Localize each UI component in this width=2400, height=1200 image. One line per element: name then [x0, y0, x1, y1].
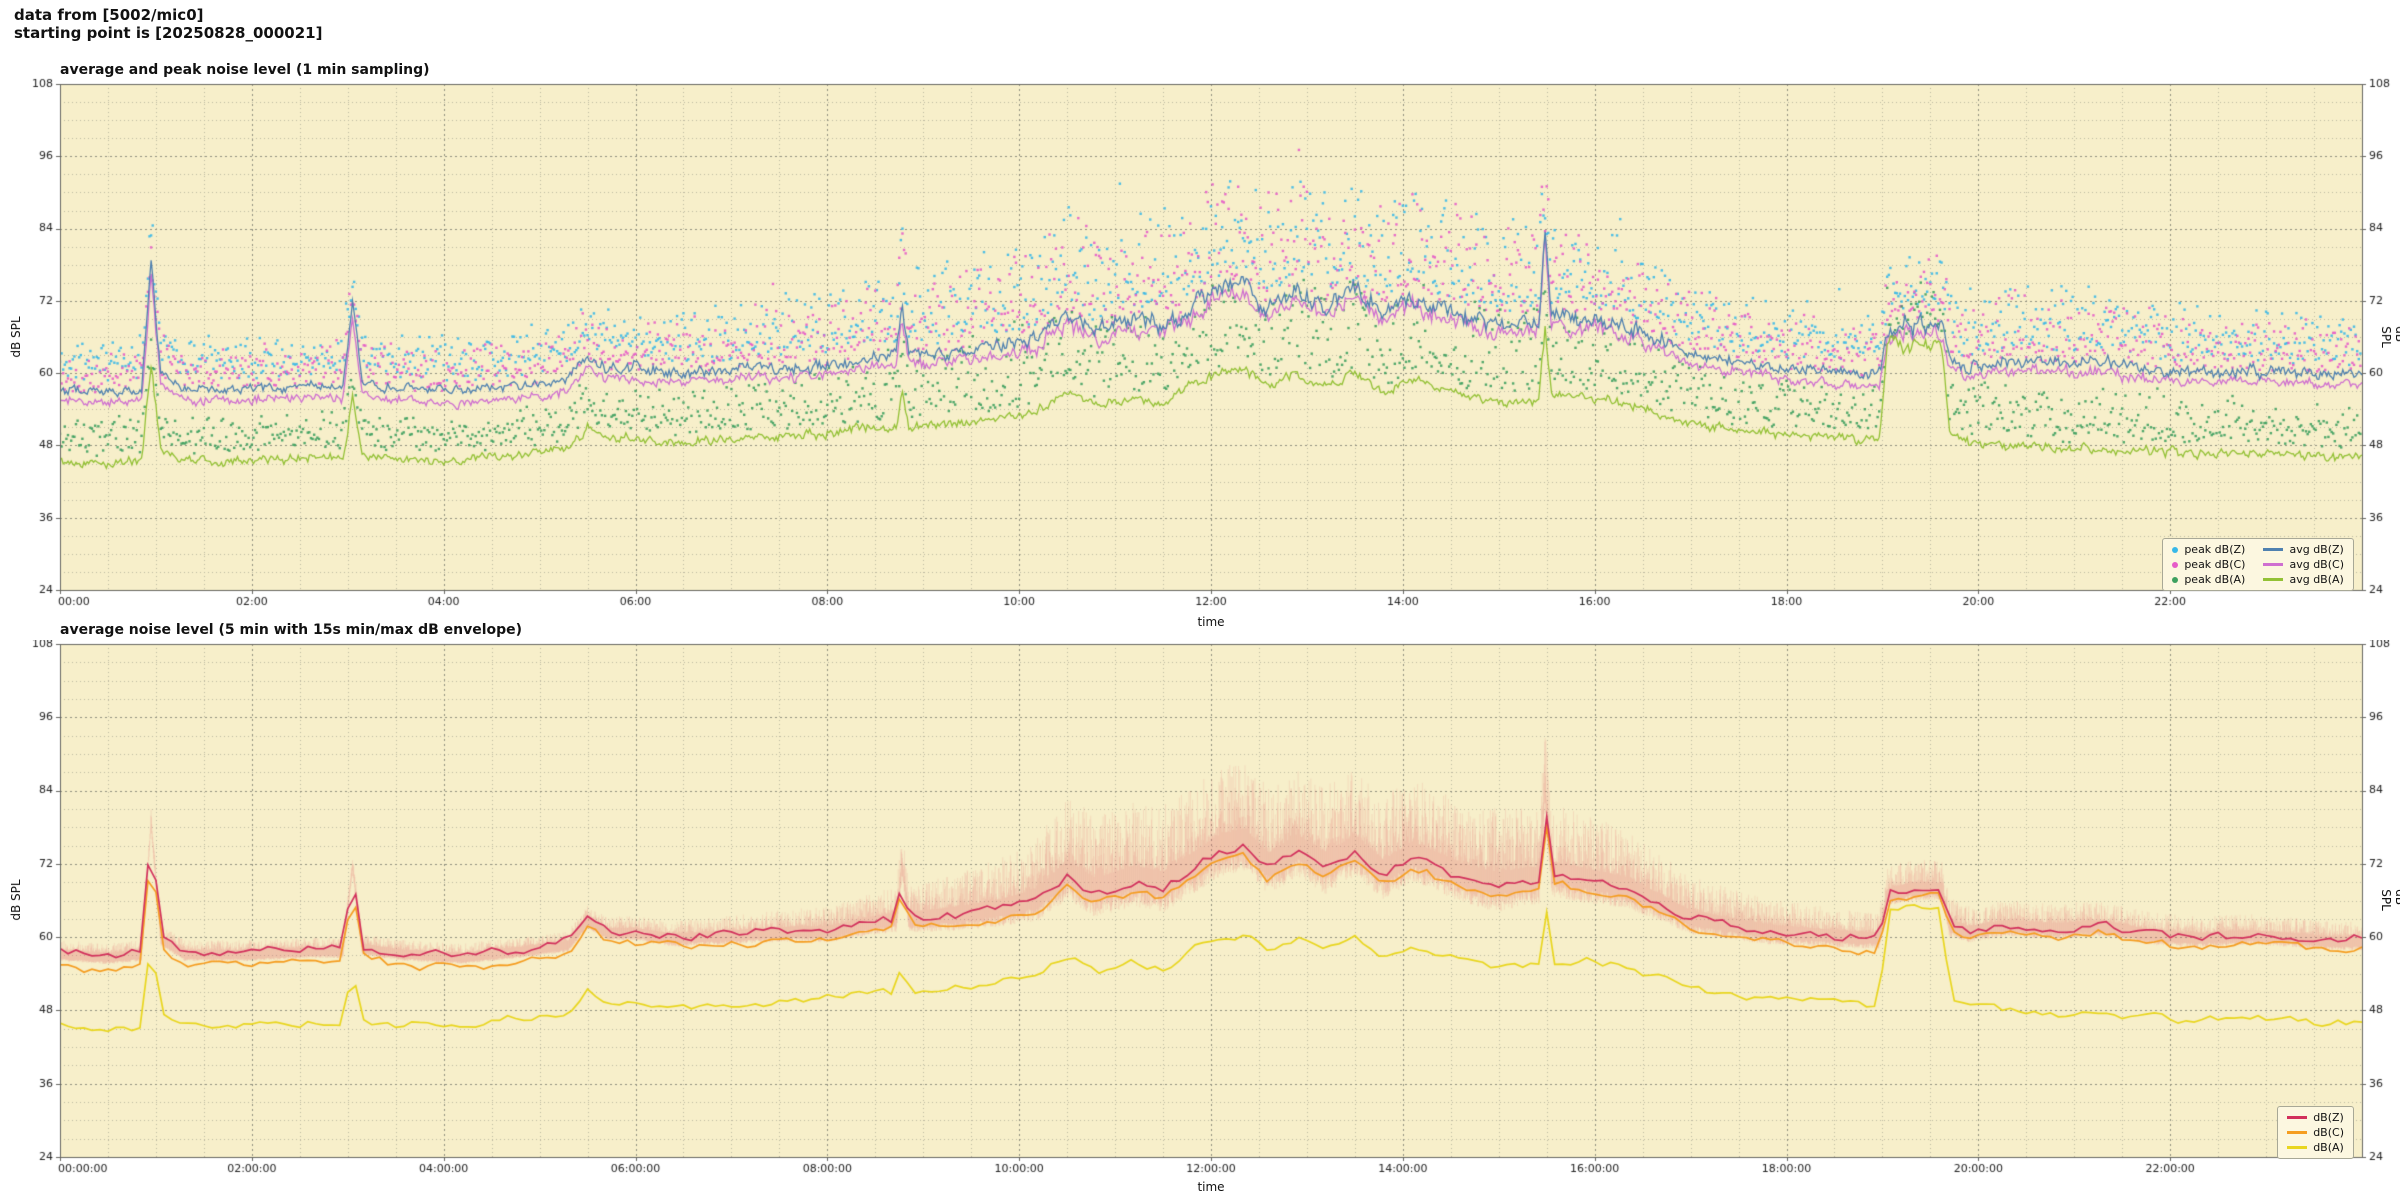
chart1-xlabel: time: [1197, 615, 1225, 629]
legend-label: dB(A): [2313, 1141, 2344, 1154]
legend-entry: peak dB(C): [2172, 558, 2245, 571]
legend-label: avg dB(A): [2289, 573, 2344, 586]
header-start-line: starting point is [20250828_000021]: [14, 24, 323, 42]
chart2-canvas: [0, 640, 2400, 1200]
legend-marker-icon: [2263, 548, 2284, 551]
legend-marker-icon: [2287, 1146, 2308, 1149]
legend-label: peak dB(Z): [2184, 543, 2246, 556]
legend-marker-icon: [2287, 1116, 2308, 1119]
chart1-canvas: [0, 40, 2400, 636]
legend-entry: dB(A): [2287, 1141, 2344, 1154]
chart2-ylabel-right: dB SPL: [2379, 889, 2400, 911]
legend-label: dB(Z): [2313, 1111, 2344, 1124]
legend-label: peak dB(A): [2184, 573, 2246, 586]
legend-entry: avg dB(A): [2263, 573, 2344, 586]
chart1-ylabel-left: dB SPL: [9, 316, 23, 358]
legend-label: peak dB(C): [2184, 558, 2246, 571]
legend-label: avg dB(C): [2289, 558, 2344, 571]
legend-entry: dB(C): [2287, 1126, 2344, 1139]
chart1-legend: peak dB(Z) peak dB(C) peak dB(A) avg dB(Z) a…: [2162, 538, 2354, 591]
legend-marker-icon: [2172, 546, 2179, 553]
header: data from [5002/mic0] starting point is …: [14, 6, 322, 42]
legend-column: peak dB(Z) peak dB(C) peak dB(A): [2172, 543, 2245, 586]
legend-marker-icon: [2287, 1131, 2308, 1134]
legend-entry: avg dB(Z): [2263, 543, 2344, 556]
chart1-ylabel-right: dB SPL: [2379, 326, 2400, 348]
legend-entry: peak dB(Z): [2172, 543, 2245, 556]
legend-column: dB(Z) dB(C) dB(A): [2287, 1111, 2344, 1154]
legend-marker-icon: [2172, 576, 2179, 583]
legend-label: dB(C): [2313, 1126, 2344, 1139]
legend-entry: avg dB(C): [2263, 558, 2344, 571]
legend-marker-icon: [2263, 578, 2284, 581]
chart2-xlabel: time: [1197, 1180, 1225, 1194]
legend-entry: dB(Z): [2287, 1111, 2344, 1124]
legend-entry: peak dB(A): [2172, 573, 2245, 586]
chart2-ylabel-left: dB SPL: [9, 879, 23, 921]
legend-label: avg dB(Z): [2289, 543, 2344, 556]
chart2-title: average noise level (5 min with 15s min/…: [60, 622, 523, 638]
header-source-line: data from [5002/mic0]: [14, 6, 204, 24]
legend-marker-icon: [2172, 561, 2179, 568]
legend-marker-icon: [2263, 563, 2284, 566]
legend-column: avg dB(Z) avg dB(C) avg dB(A): [2263, 543, 2344, 586]
chart2-legend: dB(Z) dB(C) dB(A): [2277, 1106, 2354, 1159]
